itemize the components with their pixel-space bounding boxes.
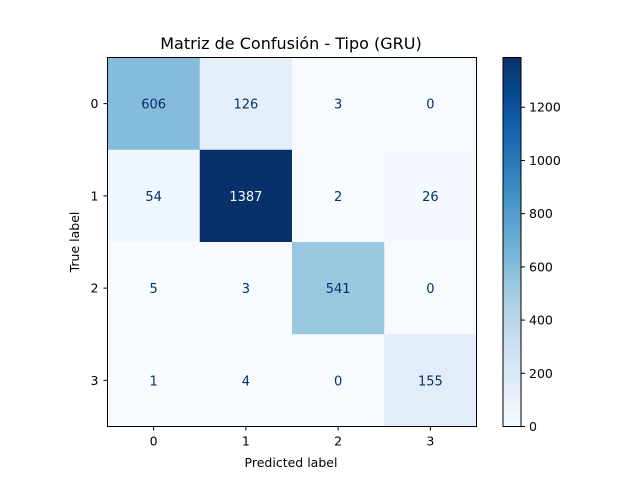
heatmap-cell-r2-c2 <box>292 242 385 335</box>
cell-value-r2-c0: 5 <box>149 282 157 297</box>
cell-value-r1-c1: 1387 <box>229 190 262 205</box>
colorbar-tick-label: 1000 <box>529 153 561 168</box>
cell-value-r3-c2: 0 <box>334 374 342 389</box>
cell-value-r1-c3: 26 <box>422 190 439 205</box>
colorbar-tick-label: 1200 <box>529 100 561 115</box>
cell-value-r1-c0: 54 <box>145 190 162 205</box>
heatmap-cell-r3-c0 <box>107 334 201 427</box>
x-tick-label: 3 <box>426 434 434 449</box>
y-tick-label: 1 <box>91 188 99 203</box>
y-axis-label: True label <box>67 212 82 274</box>
heatmap-cell-r3-c3 <box>384 334 477 427</box>
cell-value-r3-c0: 1 <box>149 374 157 389</box>
chart-title: Matriz de Confusión - Tipo (GRU) <box>160 34 421 53</box>
heatmap-cell-r1-c2 <box>292 149 385 243</box>
heatmap-cell-r3-c2 <box>292 334 385 427</box>
cell-value-r3-c1: 4 <box>242 374 250 389</box>
cell-value-r1-c2: 2 <box>334 190 342 205</box>
heatmap-cell-r0-c1 <box>199 57 293 151</box>
x-tick-label: 2 <box>334 434 342 449</box>
x-axis-label: Predicted label <box>245 455 338 470</box>
x-tick-label: 1 <box>242 434 250 449</box>
cell-value-r0-c2: 3 <box>334 98 342 113</box>
heatmap-cell-labels: 606 126 3 0 54 1387 2 26 5 3 541 0 1 4 0 155 <box>141 98 443 390</box>
y-tick-label: 3 <box>91 373 99 388</box>
cell-value-r2-c2: 541 <box>326 282 351 297</box>
colorbar-tick-label: 800 <box>529 206 553 221</box>
heatmap-cell-r1-c3 <box>384 149 477 243</box>
plot-frame <box>107 57 477 427</box>
colorbar-tick-label: 600 <box>529 259 553 274</box>
heatmap-cells <box>107 57 477 427</box>
cell-value-r0-c1: 126 <box>233 98 258 113</box>
y-axis-ticks: 0 1 2 3 <box>91 96 108 388</box>
heatmap-cell-r3-c1 <box>199 334 293 427</box>
heatmap-cell-r0-c0 <box>107 57 201 151</box>
x-axis-ticks: 0 1 2 3 <box>150 426 434 449</box>
heatmap-cell-r1-c1 <box>199 149 293 243</box>
heatmap-cell-r2-c1 <box>199 242 293 335</box>
cell-value-r3-c3: 155 <box>418 374 443 389</box>
heatmap-cell-r2-c0 <box>107 242 201 335</box>
cell-value-r2-c3: 0 <box>426 282 434 297</box>
colorbar-tick-label: 400 <box>529 313 553 328</box>
colorbar-tick-label: 0 <box>529 419 537 434</box>
colorbar-ticks: 0 200 400 600 800 1000 1200 <box>521 100 561 434</box>
heatmap-cell-r2-c3 <box>384 242 477 335</box>
heatmap-cell-r0-c3 <box>384 57 477 151</box>
cell-value-r0-c0: 606 <box>141 98 166 113</box>
cell-value-r2-c1: 3 <box>242 282 250 297</box>
y-tick-label: 0 <box>91 96 99 111</box>
heatmap-cell-r1-c0 <box>107 149 201 243</box>
colorbar-tick-label: 200 <box>529 366 553 381</box>
heatmap-cell-r0-c2 <box>292 57 385 151</box>
y-tick-label: 2 <box>91 281 99 296</box>
cell-value-r0-c3: 0 <box>426 98 434 113</box>
x-tick-label: 0 <box>150 434 158 449</box>
colorbar <box>502 57 522 427</box>
